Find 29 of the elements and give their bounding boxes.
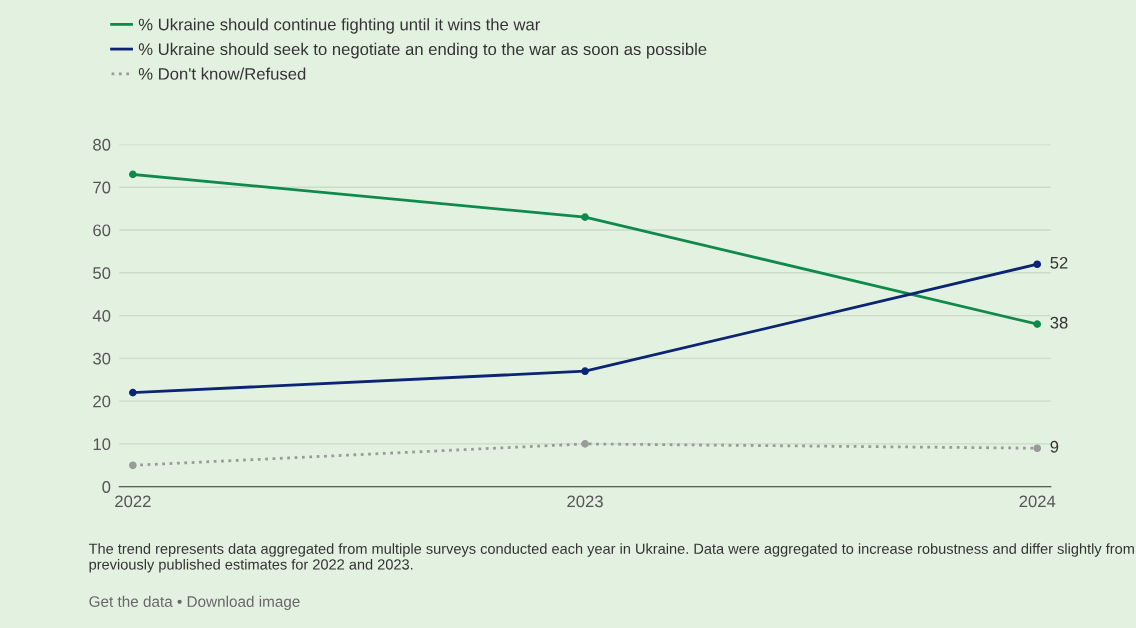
y-tick-label: 40 — [92, 309, 111, 322]
point — [581, 213, 589, 221]
y-tick-label: 80 — [93, 138, 111, 151]
point — [129, 461, 137, 470]
y-tick-label: 60 — [93, 224, 111, 237]
point — [1033, 320, 1042, 328]
point — [1033, 260, 1042, 269]
legend-label: % Don't know/Refused — [138, 67, 306, 80]
point — [1033, 444, 1042, 453]
legend-label: % Ukraine should continue fighting until it wins the war — [138, 18, 541, 34]
x-tick-label: 2024 — [1019, 495, 1056, 508]
x-tick-label: 2023 — [567, 495, 603, 508]
point — [129, 170, 137, 179]
y-tick-label: 20 — [93, 395, 111, 408]
point — [129, 388, 137, 397]
data-label: 9 — [1050, 440, 1059, 453]
point — [581, 367, 589, 376]
data-label: 52 — [1050, 256, 1068, 269]
y-tick-label: 70 — [93, 181, 111, 194]
point — [581, 440, 589, 448]
x-tick-label: 2022 — [115, 495, 151, 508]
data-label: 38 — [1050, 316, 1068, 329]
text: The trend represents data aggregated from multiple surveys conducted each year in Ukraine. Data were aggregated to increase robustness and differ slightly from previously published estimates for 2022 and 2023. — [88, 543, 1134, 573]
y-tick-label: 10 — [93, 438, 111, 451]
text: Get the data • Download image — [89, 595, 300, 610]
y-tick-label: 30 — [93, 352, 111, 365]
y-tick-label: 0 — [102, 481, 111, 493]
legend-label: % Ukraine should seek to negotiate an ending to the war as soon as possible — [138, 42, 707, 59]
y-tick-label: 50 — [93, 267, 111, 279]
